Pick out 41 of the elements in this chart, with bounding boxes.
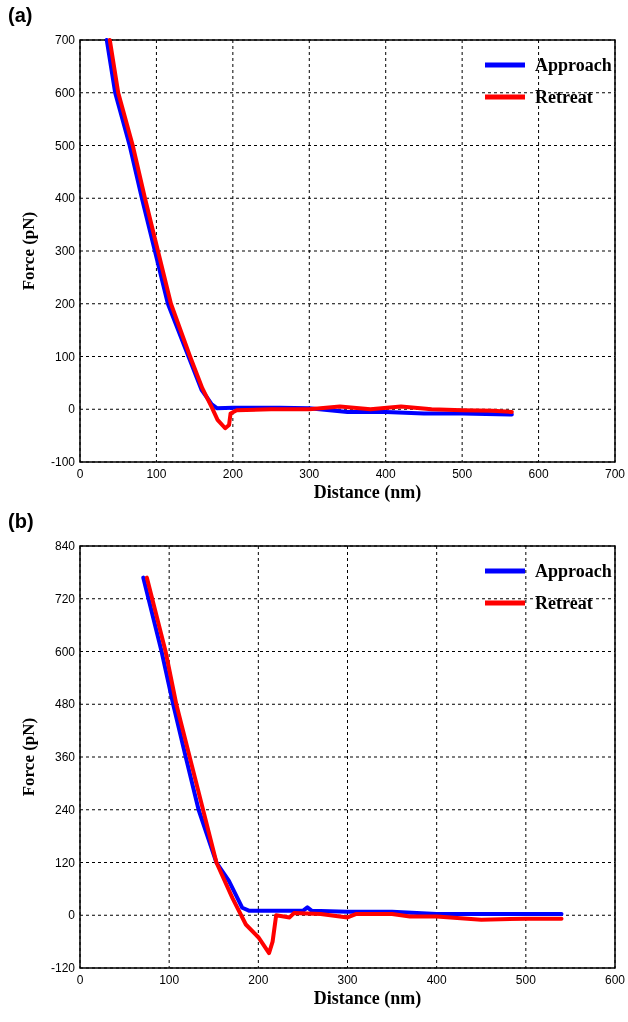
x-tick-label: 500: [515, 973, 537, 987]
legend-label: Approach: [535, 55, 612, 75]
y-tick-label: 480: [54, 697, 76, 712]
chart-title: (a): [8, 4, 33, 26]
x-tick-label: 100: [146, 467, 167, 481]
y-tick-label: 600: [54, 644, 76, 659]
y-tick-label: 700: [54, 33, 76, 47]
y-tick-label: 240: [54, 802, 76, 817]
y-tick-label: 400: [54, 191, 76, 206]
x-tick-label: 300: [337, 973, 358, 987]
y-tick-label: 360: [54, 750, 76, 764]
y-tick-label: 0: [68, 402, 76, 417]
x-tick-label: 400: [426, 973, 447, 987]
y-tick-label: 300: [54, 244, 76, 258]
y-axis-title: Force (pN): [19, 211, 38, 291]
y-tick-label: 0: [68, 908, 76, 923]
x-tick-label: 600: [528, 467, 549, 481]
y-tick-label: 500: [54, 138, 76, 153]
x-tick-label: 700: [604, 467, 626, 481]
legend-label: Retreat: [535, 593, 593, 613]
x-tick-label: 400: [375, 467, 397, 481]
chart-title: (b): [8, 510, 34, 532]
x-tick-label: 600: [604, 973, 626, 987]
legend-label: Approach: [535, 561, 612, 581]
y-tick-label: 600: [54, 85, 76, 100]
x-axis-title: Distance (nm): [313, 988, 422, 1009]
x-tick-label: 200: [248, 973, 269, 987]
y-tick-label: 840: [54, 539, 76, 553]
legend-label: Retreat: [535, 87, 593, 107]
x-tick-label: 500: [452, 467, 473, 481]
y-axis-title: Force (pN): [19, 717, 38, 797]
x-tick-label: 300: [299, 467, 320, 481]
y-tick-label: -120: [50, 961, 76, 975]
y-tick-label: 120: [54, 855, 76, 870]
y-tick-label: 100: [54, 349, 76, 364]
x-tick-label: 100: [159, 973, 180, 987]
x-tick-label: 200: [222, 467, 244, 481]
x-axis-title: Distance (nm): [313, 482, 422, 503]
y-tick-label: 200: [54, 296, 76, 311]
y-tick-label: 720: [54, 591, 76, 606]
y-tick-label: -100: [50, 455, 76, 469]
